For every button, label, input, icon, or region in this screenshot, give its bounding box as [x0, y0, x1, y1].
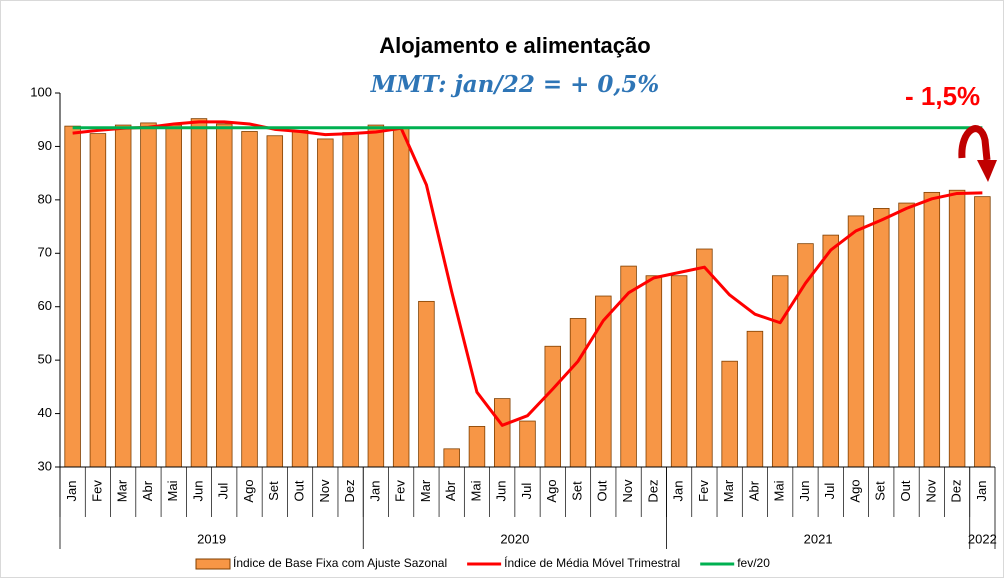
x-tick-label: Jan: [974, 481, 989, 502]
bar: [620, 265, 637, 468]
bar: [216, 123, 233, 468]
bar: [974, 196, 991, 468]
x-tick-label: Nov: [923, 479, 938, 503]
x-tick-label: Jul: [822, 483, 837, 500]
y-tick-label: 50: [38, 352, 52, 367]
x-tick-label: Mai: [772, 480, 787, 501]
bar: [696, 248, 713, 468]
line: [72, 120, 983, 427]
bar: [89, 133, 107, 468]
x-tick-label: Ago: [847, 479, 862, 502]
bar: [64, 125, 81, 468]
bar: [645, 275, 663, 468]
bar: [544, 345, 562, 468]
bar: [291, 129, 309, 468]
x-tick-label: Abr: [746, 480, 761, 501]
x-tick-label: Set: [569, 481, 584, 501]
x-tick-label: Jun: [190, 481, 205, 502]
annotation: - 1,5%: [905, 81, 980, 111]
x-tick-label: Set: [873, 481, 888, 501]
x-tick-label: Dez: [645, 479, 660, 502]
bar: [190, 118, 208, 468]
x-tick-label: Jul: [519, 483, 534, 500]
x-tick-label: Out: [898, 480, 913, 501]
x-tick-label: Fev: [393, 480, 408, 502]
x-tick-label: Mar: [418, 479, 433, 502]
bar: [443, 448, 460, 468]
bar: [569, 318, 587, 468]
bar: [266, 135, 284, 468]
bar: [873, 208, 890, 468]
x-tick-label: Dez: [949, 479, 964, 502]
x-tick-label: Ago: [241, 479, 256, 502]
bar: [165, 124, 182, 468]
bar: [948, 189, 966, 468]
x-tick-label: Mar: [115, 479, 130, 502]
x-tick-label: Set: [266, 481, 281, 501]
legend-label: Índice de Base Fixa com Ajuste Sazonal: [233, 555, 447, 570]
bar: [923, 191, 941, 468]
bar: [493, 398, 511, 468]
y-tick-label: 30: [38, 458, 52, 473]
chart-title: Alojamento e alimentação: [379, 33, 650, 58]
plot: 30 40 50 60 70 80 90 100 Jan Fev Mar Abr Mai Jun Jul Ag…: [30, 84, 997, 570]
x-tick-label: Dez: [342, 479, 357, 502]
legend-swatch: [195, 558, 231, 570]
x-tick-label: Jun: [494, 481, 509, 502]
x-tick-label: Fev: [696, 480, 711, 502]
x-tick-label: Ago: [544, 479, 559, 502]
x-tick-label: Jan: [64, 481, 79, 502]
bar: [342, 132, 359, 468]
x-tick-label: Out: [292, 480, 307, 501]
y-tick-label: 90: [38, 138, 52, 153]
bar: [898, 202, 915, 468]
bar: [114, 124, 132, 468]
x-tick-label: Mai: [468, 480, 483, 501]
x-tick-label: Mai: [165, 480, 180, 501]
group-label: 2021: [804, 531, 833, 546]
group-label: 2022: [968, 531, 997, 546]
bar: [468, 425, 486, 468]
bar: [418, 300, 435, 468]
bar: [140, 122, 157, 468]
bar: [771, 275, 789, 468]
bar: [367, 124, 385, 468]
arrow-head: [977, 160, 997, 182]
bar: [241, 131, 258, 468]
x-tick-label: Nov: [317, 479, 332, 503]
bar: [721, 360, 738, 468]
y-tick-label: 60: [38, 298, 52, 313]
y-tick-label: 70: [38, 245, 52, 260]
x-tick-label: Fev: [89, 480, 104, 502]
x-tick-label: Jul: [216, 483, 231, 500]
bar: [847, 215, 865, 468]
group-label: 2020: [500, 531, 529, 546]
x-tick-label: Nov: [620, 479, 635, 503]
bar: [670, 275, 688, 468]
x-tick-label: Mar: [721, 479, 736, 502]
arrow: [958, 125, 991, 161]
bar: [392, 127, 410, 468]
bar: [519, 420, 536, 468]
x-tick-label: Abr: [443, 480, 458, 501]
chart-subtitle: MMT: jan/22 = + 0,5%: [370, 71, 660, 98]
x-tick-label: Jan: [671, 481, 686, 502]
x-tick-label: Jan: [367, 481, 382, 502]
x-tick-label: Jun: [797, 481, 812, 502]
y-tick-label: 80: [38, 191, 52, 206]
legend-label: fev/20: [737, 556, 770, 570]
x-tick-label: Abr: [140, 480, 155, 501]
x-tick-label: Out: [595, 480, 610, 501]
group-label: 2019: [197, 531, 226, 546]
y-tick-label: 40: [38, 405, 52, 420]
y-tick-label: 100: [30, 84, 52, 99]
bar: [317, 138, 334, 468]
legend-label: Índice de Média Móvel Trimestral: [504, 555, 680, 570]
bar: [746, 330, 764, 468]
bar: [822, 234, 839, 468]
